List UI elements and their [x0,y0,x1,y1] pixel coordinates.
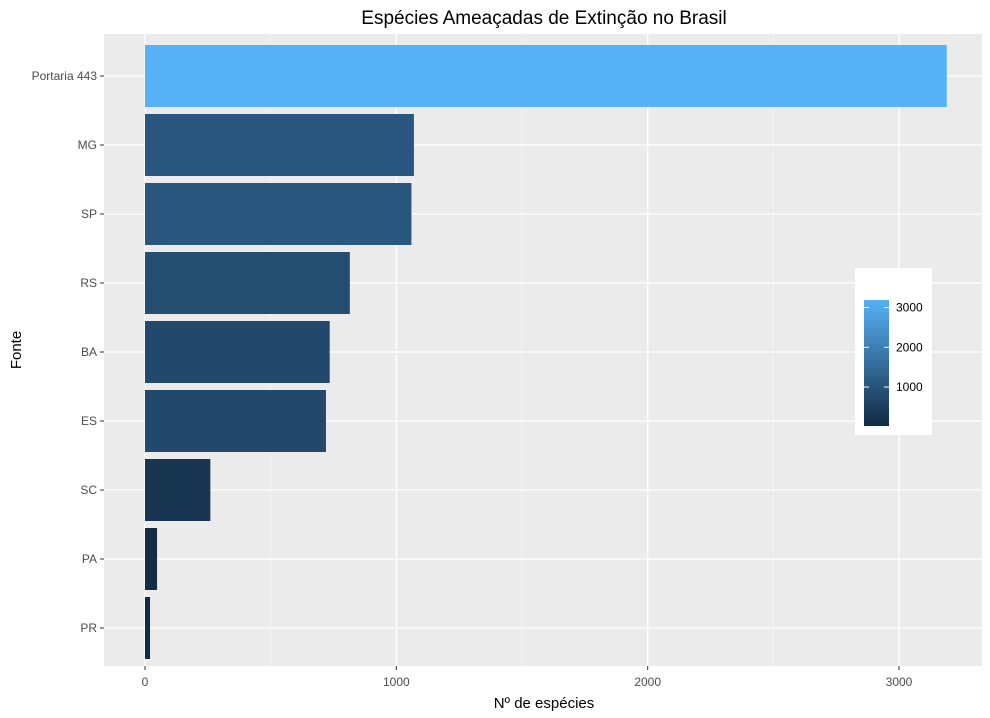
bar-portaria-443 [145,45,947,107]
x-axis: 0 1000 2000 3000 [142,666,913,689]
y-axis: Portaria 443 MG SP RS BA ES SC PA PR [32,69,104,635]
bar-es [145,390,326,452]
x-axis-title: Nº de espécies [494,695,595,712]
y-tick-label: SP [81,207,97,221]
y-tick-label: MG [78,138,97,152]
y-axis-title: Fonte [8,331,25,369]
bar-ba [145,321,330,383]
y-tick-label: PA [82,552,97,566]
legend-label: 3000 [896,301,923,315]
bars [145,45,947,659]
chart-title: Espécies Ameaçadas de Extinção no Brasil [361,8,726,29]
legend-label: 2000 [896,340,923,354]
x-tick-label: 1000 [383,675,410,689]
x-tick-label: 0 [142,675,149,689]
bar-mg [145,114,414,176]
legend: 1000 2000 3000 [855,268,932,435]
y-tick-label: BA [81,345,97,359]
legend-label: 1000 [896,380,923,394]
y-tick-label: RS [80,276,97,290]
bar-sp [145,183,412,245]
bar-pr [145,597,151,659]
y-tick-label: PR [80,621,97,635]
y-tick-label: ES [81,414,97,428]
legend-colorbar [864,300,889,426]
bar-pa [145,528,158,590]
y-tick-label: Portaria 443 [32,69,98,83]
bar-rs [145,252,350,314]
y-tick-label: SC [80,483,97,497]
x-tick-label: 2000 [634,675,661,689]
x-tick-label: 3000 [886,675,913,689]
bar-sc [145,459,211,521]
